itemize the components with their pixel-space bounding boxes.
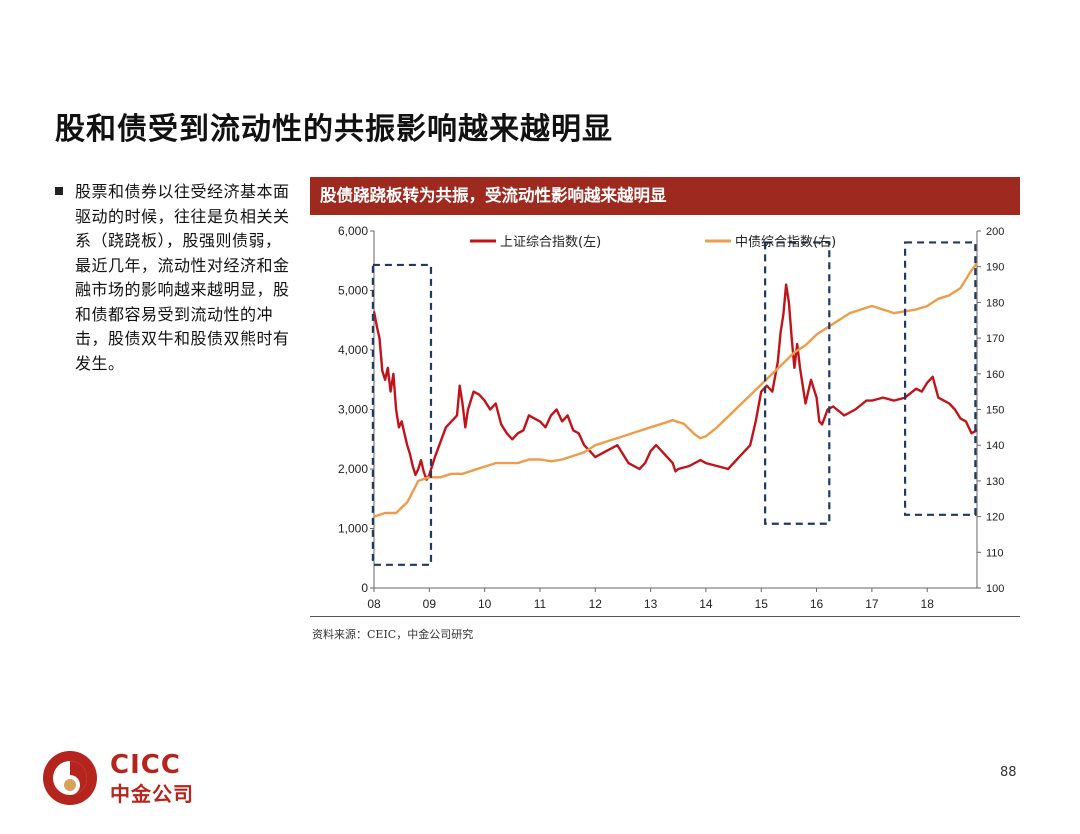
right-tick-label: 170 bbox=[986, 333, 1004, 345]
logo-text-cn: 中金公司 bbox=[110, 782, 194, 806]
bullet-square-icon bbox=[55, 187, 63, 195]
left-tick-label: 4,000 bbox=[338, 343, 368, 357]
cicc-logo-mark-icon bbox=[43, 751, 97, 805]
x-tick-label: 16 bbox=[810, 597, 824, 611]
right-tick-label: 120 bbox=[986, 512, 1004, 524]
logo-text-en: CICC bbox=[110, 750, 181, 780]
right-tick-label: 130 bbox=[986, 476, 1004, 488]
bullet-point: 股票和债券以往受经济基本面驱动的时候，往往是负相关关系（跷跷板），股强则债弱，最… bbox=[55, 180, 295, 376]
x-tick-label: 11 bbox=[534, 597, 547, 611]
legend-label: 中债综合指数(右) bbox=[735, 235, 836, 250]
legend-label: 上证综合指数(左) bbox=[500, 235, 601, 250]
right-tick-label: 180 bbox=[986, 297, 1004, 309]
x-tick-label: 09 bbox=[423, 597, 437, 611]
source-note: 资料来源：CEIC，中金公司研究 bbox=[312, 628, 474, 641]
x-tick-label: 13 bbox=[644, 597, 658, 611]
left-tick-label: 3,000 bbox=[338, 403, 368, 417]
right-tick-label: 150 bbox=[986, 405, 1004, 417]
highlight-box bbox=[903, 241, 977, 516]
cicc-logo: CICC 中金公司 bbox=[40, 748, 210, 808]
right-tick-label: 160 bbox=[986, 369, 1004, 381]
right-tick-label: 200 bbox=[986, 226, 1004, 238]
right-tick-label: 140 bbox=[986, 440, 1004, 452]
left-tick-label: 6,000 bbox=[338, 224, 368, 238]
right-tick-label: 190 bbox=[986, 262, 1004, 274]
bullet-text: 股票和债券以往受经济基本面驱动的时候，往往是负相关关系（跷跷板），股强则债弱，最… bbox=[75, 182, 290, 373]
highlight-box bbox=[371, 263, 433, 566]
source-divider bbox=[310, 616, 1020, 617]
chart-title: 股债跷跷板转为共振，受流动性影响越来越明显 bbox=[310, 177, 1020, 215]
left-tick-label: 2,000 bbox=[338, 462, 368, 476]
left-tick-label: 1,000 bbox=[338, 522, 368, 536]
x-tick-label: 10 bbox=[478, 597, 492, 611]
slide-title: 股和债受到流动性的共振影响越来越明显 bbox=[55, 112, 613, 147]
series-line-shanghai-composite bbox=[372, 283, 978, 481]
series-line-chinabond-composite bbox=[373, 262, 978, 518]
x-tick-label: 15 bbox=[755, 597, 769, 611]
left-tick-label: 0 bbox=[361, 581, 368, 595]
highlight-box bbox=[764, 241, 831, 525]
right-tick-label: 100 bbox=[986, 583, 1004, 595]
dual-axis-line-chart: 01,0002,0003,0004,0005,0006,000100110120… bbox=[338, 224, 1004, 611]
x-tick-label: 08 bbox=[367, 597, 381, 611]
x-tick-label: 14 bbox=[699, 597, 713, 611]
x-tick-label: 12 bbox=[589, 597, 603, 611]
x-tick-label: 17 bbox=[865, 597, 879, 611]
left-tick-label: 5,000 bbox=[338, 284, 368, 298]
x-tick-label: 18 bbox=[921, 597, 935, 611]
page-number: 88 bbox=[1000, 765, 1017, 780]
right-tick-label: 110 bbox=[986, 547, 1004, 559]
